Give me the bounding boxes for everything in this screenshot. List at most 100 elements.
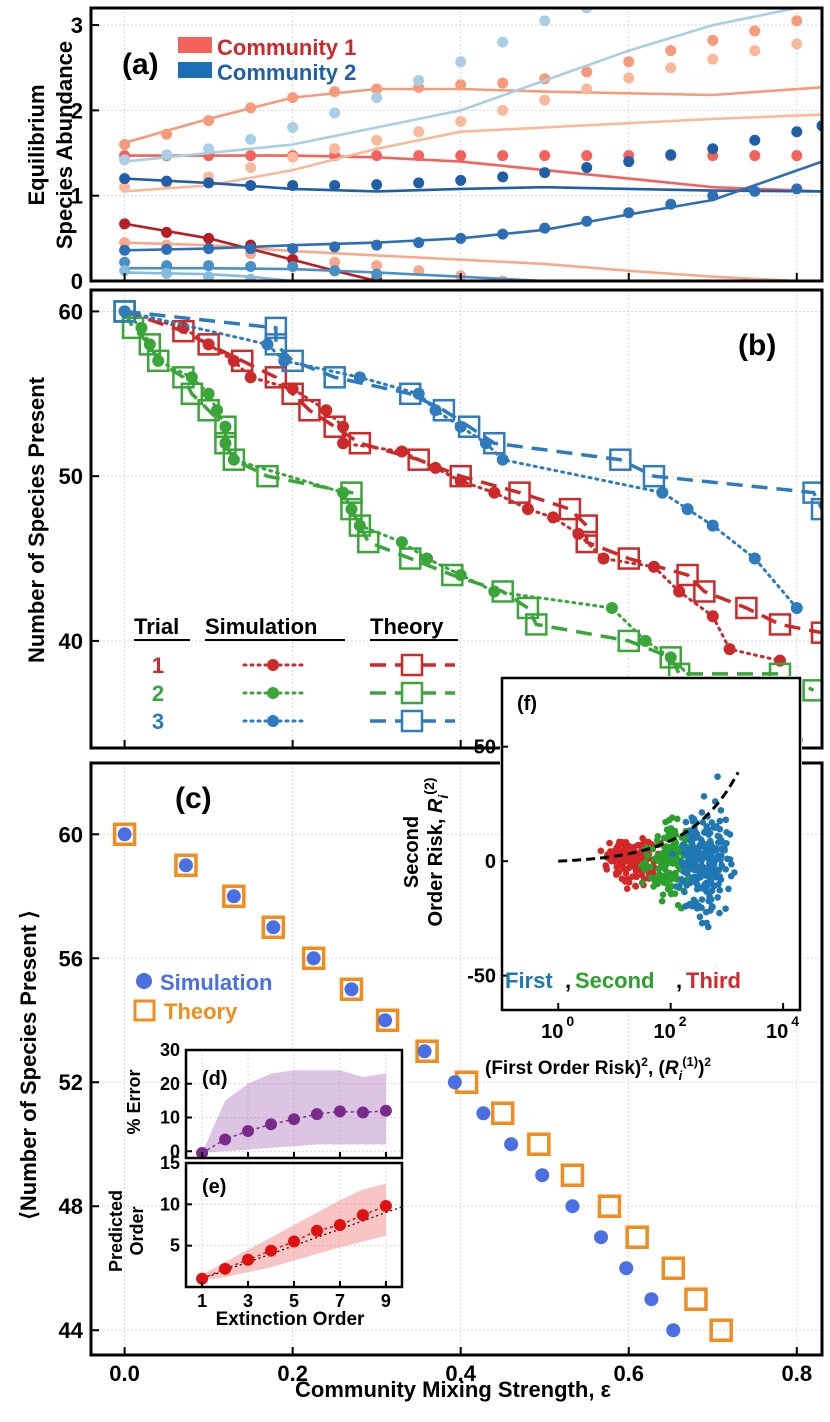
x-tick-label: 1 — [197, 1291, 207, 1311]
theory-marker-trial-1 — [449, 464, 472, 488]
risk-point-third — [693, 904, 701, 912]
data-point-c1-e — [119, 218, 131, 230]
theory-marker — [222, 884, 246, 909]
data-point-c2-d — [245, 260, 257, 272]
data-point-c2-a — [371, 92, 383, 104]
sim-point-trial-2 — [639, 634, 652, 647]
risk-point-third — [679, 842, 686, 849]
x-tick-label: 0.8 — [781, 1361, 812, 1386]
x-tick-label: 3 — [243, 1291, 253, 1311]
mean-error-point — [288, 1113, 300, 1126]
risk-point-third — [703, 848, 711, 855]
data-point-c1-c — [245, 162, 257, 174]
data-point-c1-a — [371, 83, 383, 95]
x-tick-label: 0.0 — [109, 1361, 140, 1386]
sim-point-trial-3 — [681, 503, 694, 516]
svg-text:,: , — [565, 968, 571, 993]
theory-marker-trial-3 — [113, 300, 136, 323]
risk-point-third — [682, 818, 690, 826]
legend-trial-number: 3 — [152, 709, 164, 734]
risk-point-second — [659, 891, 667, 899]
theory-marker-trial-2 — [180, 382, 204, 406]
data-point-c1-c — [329, 143, 341, 155]
panel-c-label: (c) — [175, 782, 212, 815]
legend-theory-marker — [400, 709, 424, 733]
theory-marker-trial-1 — [575, 530, 598, 554]
simulation-point — [266, 920, 281, 935]
predicted-order-point — [333, 1219, 346, 1231]
data-point-c2-a — [455, 56, 467, 68]
predicted-order-point — [288, 1235, 300, 1248]
theory-marker — [301, 946, 326, 971]
data-point-c1-a — [161, 128, 173, 140]
theory-marker-trial-1 — [172, 319, 195, 343]
series-line-c1-c — [124, 113, 822, 193]
panel-a-legend: Community 1 Community 2 — [178, 35, 356, 85]
y-tick-label: 2 — [71, 98, 83, 123]
risk-point-third — [673, 883, 680, 890]
predicted-order-point — [310, 1224, 323, 1237]
data-point-c1-c — [581, 83, 593, 95]
legend-label-second: Second — [575, 968, 654, 993]
series-line-c1-b — [124, 154, 822, 193]
risk-point-second — [669, 858, 676, 865]
data-point-c1-b — [539, 150, 551, 162]
risk-point-second — [644, 852, 651, 859]
data-point-c2-b — [413, 177, 425, 189]
y-tick-label: 56 — [59, 946, 83, 971]
mean-error-point — [242, 1125, 255, 1137]
data-point-c1-c — [623, 72, 635, 84]
x-tick-label: 10 — [654, 1021, 676, 1043]
y-tick-label: 60 — [59, 299, 83, 324]
risk-point-third — [703, 842, 711, 849]
risk-point-third — [692, 899, 700, 906]
theory-marker-trial-3 — [457, 415, 481, 438]
inset-e-label: (e) — [202, 1176, 226, 1198]
panel-c-frame — [89, 761, 824, 1357]
sim-point-trial-2 — [664, 651, 677, 664]
legend-label-theory: Theory — [164, 999, 238, 1024]
data-point-c2-a — [161, 149, 173, 161]
y-tick-label: 40 — [59, 629, 83, 654]
sim-point-trial-3 — [261, 338, 274, 351]
risk-point-first — [623, 885, 631, 892]
sim-point-trial-1 — [320, 404, 333, 417]
theory-marker-trial-1 — [348, 431, 372, 455]
mean-error-point — [333, 1105, 346, 1118]
legend-swatch-community-2 — [178, 62, 212, 78]
theory-marker-trial-2 — [491, 580, 514, 603]
simulation-point — [594, 1230, 609, 1245]
risk-point-first — [639, 834, 646, 842]
data-point-c1-c — [539, 94, 551, 106]
risk-point-first — [603, 866, 611, 873]
inset-d-label: (d) — [202, 1068, 228, 1090]
y-tick-label: 1 — [71, 184, 83, 209]
theory-marker-trial-1 — [508, 481, 531, 504]
data-point-c2-a — [203, 143, 215, 155]
simulation-point — [417, 1044, 432, 1059]
risk-point-third — [722, 865, 730, 873]
risk-point-second — [667, 876, 674, 883]
data-point-c1-d — [371, 260, 383, 272]
data-point-c2-d — [329, 265, 341, 277]
y-tick-label: 48 — [59, 1194, 83, 1219]
data-point-c2-c — [497, 228, 509, 240]
data-point-c2-a — [413, 75, 425, 87]
theory-marker-trial-1 — [281, 382, 304, 406]
sim-point-trial-2 — [219, 437, 232, 450]
predicted-order-point — [379, 1199, 392, 1212]
theory-marker — [112, 822, 137, 847]
sim-point-trial-1 — [227, 354, 240, 367]
theory-marker-trial-2 — [525, 613, 548, 636]
risk-point-second — [674, 901, 682, 909]
inset-f-category-legend: First , Second , Third — [505, 968, 741, 993]
data-point-c2-c — [161, 243, 173, 255]
data-point-c2-c — [203, 243, 215, 255]
risk-point-first — [616, 838, 623, 846]
data-point-c2-b — [749, 134, 761, 146]
legend-label-simulation: Simulation — [160, 970, 272, 995]
risk-point-second — [662, 843, 670, 850]
y-tick-label: 0 — [485, 851, 496, 873]
series-line-c2-a — [124, 8, 798, 163]
svg-text:Equilibrium: Equilibrium — [24, 85, 49, 206]
